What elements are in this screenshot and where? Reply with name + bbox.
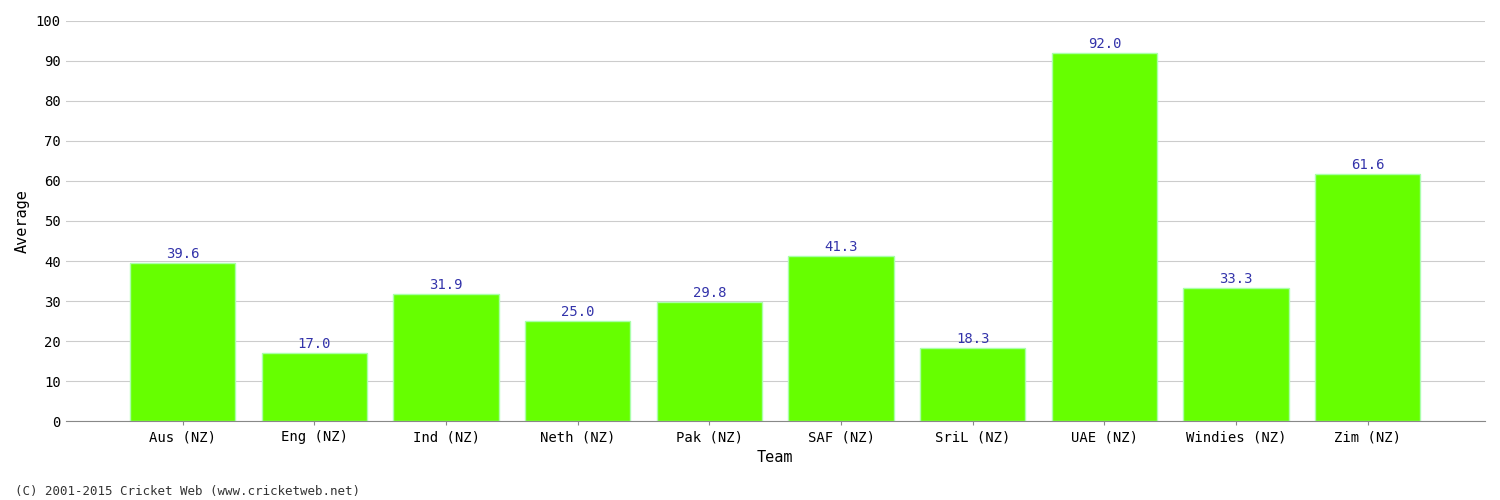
Text: (C) 2001-2015 Cricket Web (www.cricketweb.net): (C) 2001-2015 Cricket Web (www.cricketwe… [15,485,360,498]
Text: 39.6: 39.6 [166,246,200,260]
Y-axis label: Average: Average [15,189,30,253]
Bar [1052,52,1156,422]
Text: 18.3: 18.3 [956,332,990,346]
Bar [261,354,368,422]
Text: 31.9: 31.9 [429,278,464,291]
Text: 25.0: 25.0 [561,305,594,319]
Bar [130,262,236,422]
Bar [789,256,894,422]
Text: 92.0: 92.0 [1088,36,1120,51]
Text: 17.0: 17.0 [297,338,332,351]
Bar [393,294,500,422]
Text: 61.6: 61.6 [1352,158,1384,172]
Bar [1316,174,1420,422]
Bar [525,321,630,422]
X-axis label: Team: Team [758,450,794,465]
Text: 33.3: 33.3 [1220,272,1252,286]
Text: 41.3: 41.3 [825,240,858,254]
Text: 29.8: 29.8 [693,286,726,300]
Bar [920,348,1026,422]
Bar [657,302,762,422]
Bar [1184,288,1288,422]
